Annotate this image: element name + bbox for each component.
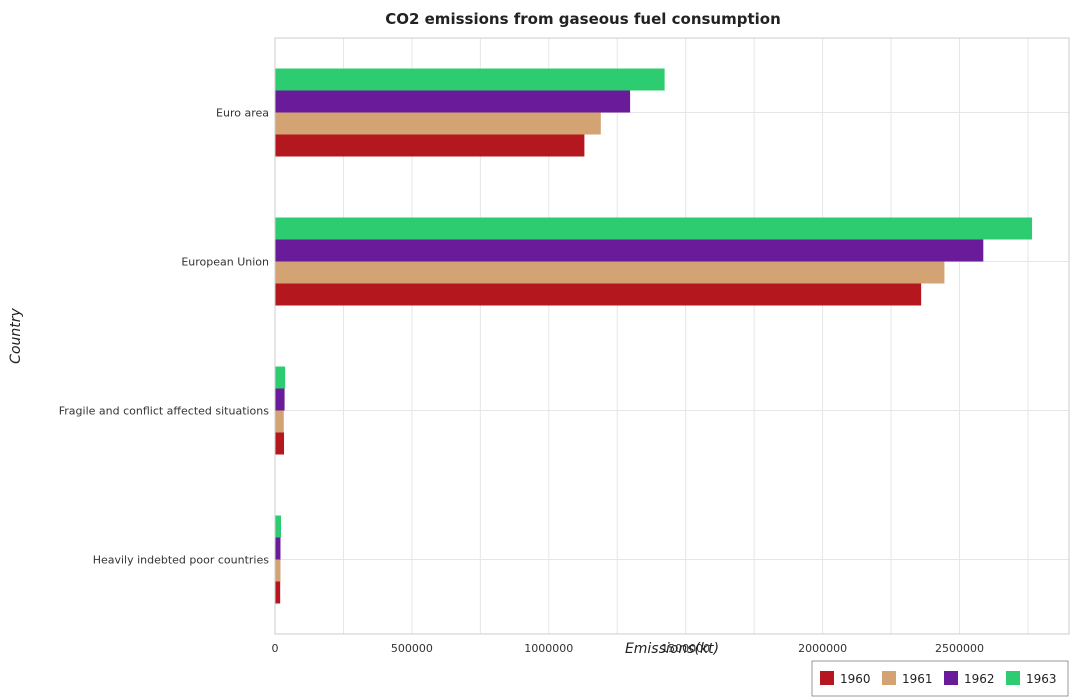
bar-1960 (275, 283, 922, 306)
bar-1960 (275, 581, 281, 604)
x-tick-label: 0 (272, 642, 279, 655)
plot-frame (274, 37, 1070, 635)
legend-box (811, 660, 1069, 697)
bar-1962 (275, 90, 631, 113)
bar-1963 (275, 366, 286, 389)
legend-swatch-1963 (1006, 671, 1020, 685)
x-tick-label: 1000000 (524, 642, 573, 655)
legend-swatch-1962 (944, 671, 958, 685)
bars (275, 68, 1033, 604)
bar-1963 (275, 68, 665, 91)
bar-1961 (275, 112, 601, 135)
bar-1962 (275, 388, 285, 411)
y-tick-label: Euro area (216, 107, 269, 120)
legend-label-1960: 1960 (840, 672, 871, 686)
legend-swatch-1961 (882, 671, 896, 685)
legend-label-1962: 1962 (964, 672, 995, 686)
x-tick-label: 1500000 (661, 642, 710, 655)
x-tick-labels: 0 500000 1000000 1500000 2000000 2500000 (272, 642, 984, 655)
y-tick-label: Heavily indebted poor countries (93, 554, 270, 567)
bar-1962 (275, 239, 984, 262)
y-tick-label: European Union (181, 256, 269, 269)
y-tick-label: Fragile and conflict affected situations (59, 405, 270, 418)
x-axis-label: Emissions(kt) (625, 641, 719, 657)
legend-label-1961: 1961 (902, 672, 933, 686)
bar-1961 (275, 559, 281, 582)
legend-label-1963: 1963 (1026, 672, 1057, 686)
legend-swatch-1960 (820, 671, 834, 685)
bar-1962 (275, 537, 281, 560)
bar-1963 (275, 217, 1033, 240)
x-tick-label: 2000000 (798, 642, 847, 655)
bar-1961 (275, 410, 284, 433)
bar-1961 (275, 261, 945, 284)
legend: 1960 1961 1962 1963 (811, 660, 1069, 697)
bar-1960 (275, 432, 285, 455)
bar-1963 (275, 515, 282, 538)
x-tick-label: 500000 (391, 642, 433, 655)
x-tick-label: 2500000 (935, 642, 984, 655)
y-axis-label: Country (8, 307, 24, 363)
y-tick-labels: Euro area European Union Fragile and confl… (59, 107, 270, 567)
chart-title: CO2 emissions from gaseous fuel consumpt… (385, 10, 781, 28)
bar-1960 (275, 134, 585, 157)
